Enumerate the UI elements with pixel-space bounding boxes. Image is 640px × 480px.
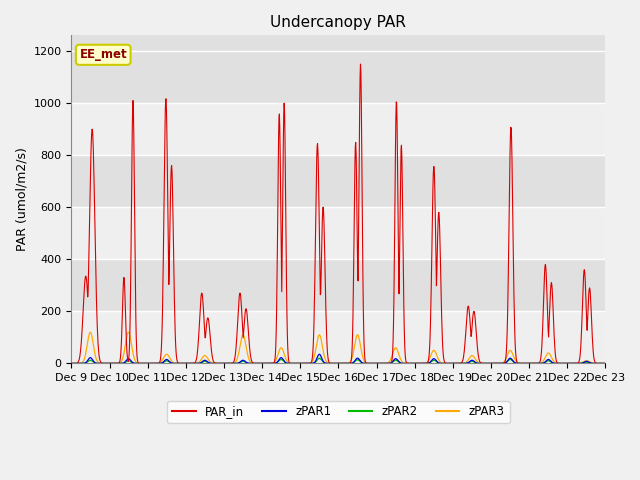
Text: EE_met: EE_met bbox=[79, 48, 127, 61]
Bar bbox=[72, 207, 605, 259]
Legend: PAR_in, zPAR1, zPAR2, zPAR3: PAR_in, zPAR1, zPAR2, zPAR3 bbox=[167, 401, 509, 423]
Title: Undercanopy PAR: Undercanopy PAR bbox=[271, 15, 406, 30]
Bar bbox=[72, 103, 605, 155]
Y-axis label: PAR (umol/m2/s): PAR (umol/m2/s) bbox=[15, 147, 28, 252]
Bar bbox=[72, 312, 605, 363]
